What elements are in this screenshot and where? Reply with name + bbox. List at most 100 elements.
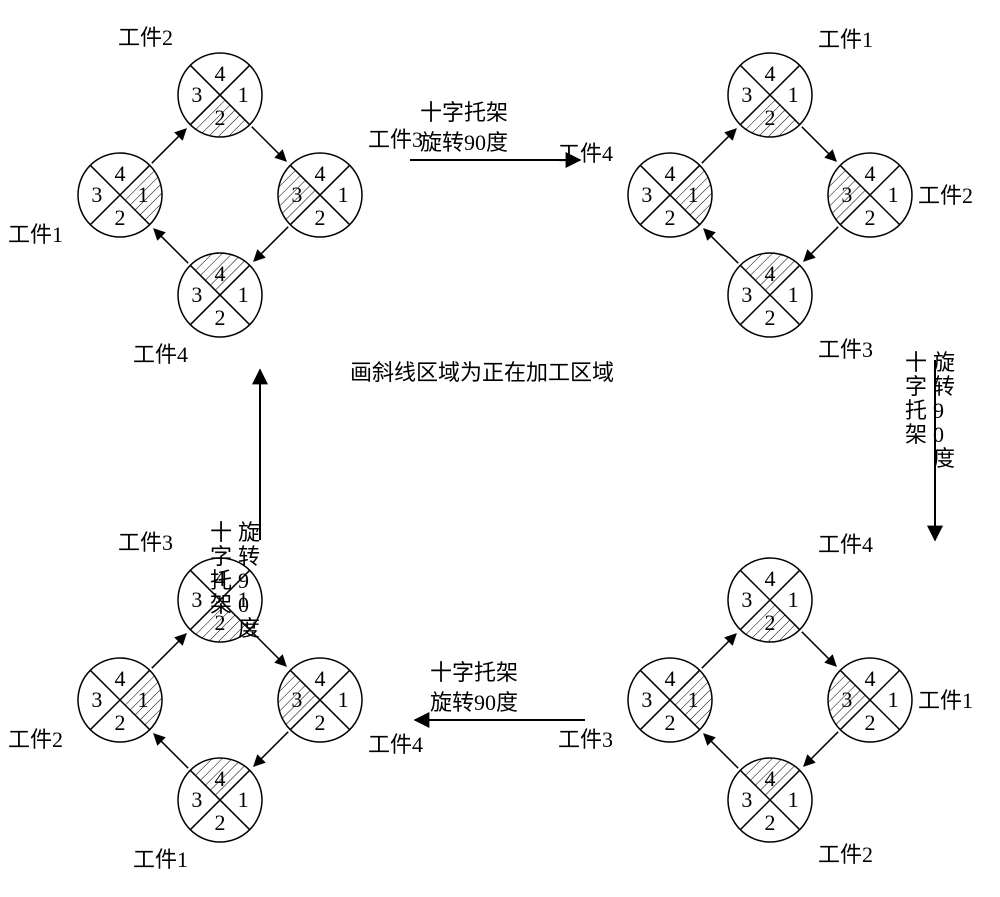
quadrant-number: 4: [765, 766, 776, 791]
quadrant-number: 1: [688, 687, 699, 712]
quadrant-number: 4: [765, 61, 776, 86]
quadrant-number: 2: [115, 205, 126, 230]
quadrant-number: 3: [841, 182, 852, 207]
workpiece-circle: 1234: [628, 658, 712, 742]
quadrant-number: 3: [741, 787, 752, 812]
quadrant-number: 3: [291, 687, 302, 712]
quadrant-number: 3: [191, 282, 202, 307]
workpiece-circle: 1234: [78, 658, 162, 742]
rotation-label: 十字托架: [430, 660, 518, 685]
quadrant-number: 4: [215, 766, 226, 791]
quadrant-number: 1: [788, 282, 799, 307]
workpiece-circle: 1234: [178, 53, 262, 137]
workpiece-label: 工件2: [8, 727, 63, 752]
rotation-label: 度: [238, 616, 260, 641]
quadrant-number: 1: [788, 587, 799, 612]
workpiece-circle: 1234: [828, 153, 912, 237]
workpiece-label: 工件4: [818, 532, 873, 557]
workpiece-label: 工件2: [118, 25, 173, 50]
rotation-label: 十: [905, 350, 927, 375]
rotation-label: 架: [210, 592, 232, 617]
workpiece-label: 工件4: [558, 141, 613, 166]
cycle-arrow: [702, 129, 736, 163]
quadrant-number: 3: [191, 587, 202, 612]
quadrant-number: 2: [215, 305, 226, 330]
quadrant-number: 3: [291, 182, 302, 207]
rotation-label: 十: [210, 520, 232, 545]
quadrant-number: 4: [315, 666, 326, 691]
cycle-arrow: [154, 734, 188, 768]
workpiece-label: 工件2: [918, 183, 973, 208]
workpiece-label: 工件3: [118, 530, 173, 555]
cycle-arrow: [804, 732, 838, 766]
quadrant-number: 1: [238, 787, 249, 812]
center-note: 画斜线区域为正在加工区域: [350, 360, 614, 385]
rotation-label: 度: [933, 446, 955, 471]
workpiece-label: 工件4: [368, 732, 423, 757]
quadrant-number: 3: [841, 687, 852, 712]
quadrant-number: 4: [315, 161, 326, 186]
diagram-canvas: 1234工件11234工件21234工件31234工件41234工件41234工…: [0, 0, 1000, 897]
workpiece-circle: 1234: [278, 153, 362, 237]
rotation-label: 旋: [933, 350, 955, 375]
quadrant-number: 4: [115, 161, 126, 186]
quadrant-number: 3: [641, 687, 652, 712]
cycle-arrow: [704, 734, 738, 768]
quadrant-number: 4: [865, 666, 876, 691]
quadrant-number: 4: [765, 566, 776, 591]
cycle-arrow: [702, 634, 736, 668]
quadrant-number: 4: [215, 61, 226, 86]
quadrant-number: 2: [665, 205, 676, 230]
rotation-label: 十字托架: [420, 100, 508, 125]
quadrant-number: 2: [765, 610, 776, 635]
cycle-arrow: [802, 632, 836, 666]
workpiece-label: 工件3: [558, 727, 613, 752]
quadrant-number: 2: [315, 710, 326, 735]
cycle-arrow: [804, 227, 838, 261]
quadrant-number: 4: [765, 261, 776, 286]
workpiece-circle: 1234: [728, 558, 812, 642]
quadrant-number: 1: [888, 182, 899, 207]
workpiece-circle: 1234: [828, 658, 912, 742]
quadrant-number: 3: [91, 687, 102, 712]
quadrant-number: 1: [138, 687, 149, 712]
cycle-arrow: [152, 634, 186, 668]
quadrant-number: 1: [238, 82, 249, 107]
quadrant-number: 3: [191, 82, 202, 107]
quadrant-number: 2: [115, 710, 126, 735]
quadrant-number: 3: [741, 82, 752, 107]
quadrant-number: 1: [138, 182, 149, 207]
rotation-label: 转: [933, 374, 955, 399]
rotation-label: 旋转90度: [420, 130, 508, 155]
quadrant-number: 4: [665, 161, 676, 186]
workpiece-label: 工件3: [368, 127, 423, 152]
rotation-label: 0: [933, 422, 944, 447]
quadrant-number: 1: [788, 787, 799, 812]
rotation-label: 字: [905, 374, 927, 399]
workpiece-circle: 1234: [728, 758, 812, 842]
quadrant-number: 1: [238, 282, 249, 307]
cycle-arrow: [802, 127, 836, 161]
workpiece-label: 工件4: [133, 342, 188, 367]
rotation-label: 字: [210, 544, 232, 569]
rotation-label: 架: [905, 422, 927, 447]
cycle-arrow: [152, 129, 186, 163]
rotation-label: 旋: [238, 520, 260, 545]
quadrant-number: 2: [765, 105, 776, 130]
workpiece-circle: 1234: [628, 153, 712, 237]
quadrant-number: 1: [888, 687, 899, 712]
workpiece-circle: 1234: [728, 253, 812, 337]
quadrant-number: 3: [741, 282, 752, 307]
workpiece-label: 工件2: [818, 842, 873, 867]
workpiece-label: 工件1: [818, 27, 873, 52]
rotation-label: 0: [238, 592, 249, 617]
workpiece-label: 工件1: [918, 688, 973, 713]
rotation-label: 托: [905, 398, 927, 423]
quadrant-number: 1: [338, 182, 349, 207]
quadrant-number: 2: [315, 205, 326, 230]
quadrant-number: 2: [765, 305, 776, 330]
quadrant-number: 3: [91, 182, 102, 207]
quadrant-number: 2: [215, 105, 226, 130]
rotation-label: 转: [238, 544, 260, 569]
rotation-label: 9: [238, 568, 249, 593]
